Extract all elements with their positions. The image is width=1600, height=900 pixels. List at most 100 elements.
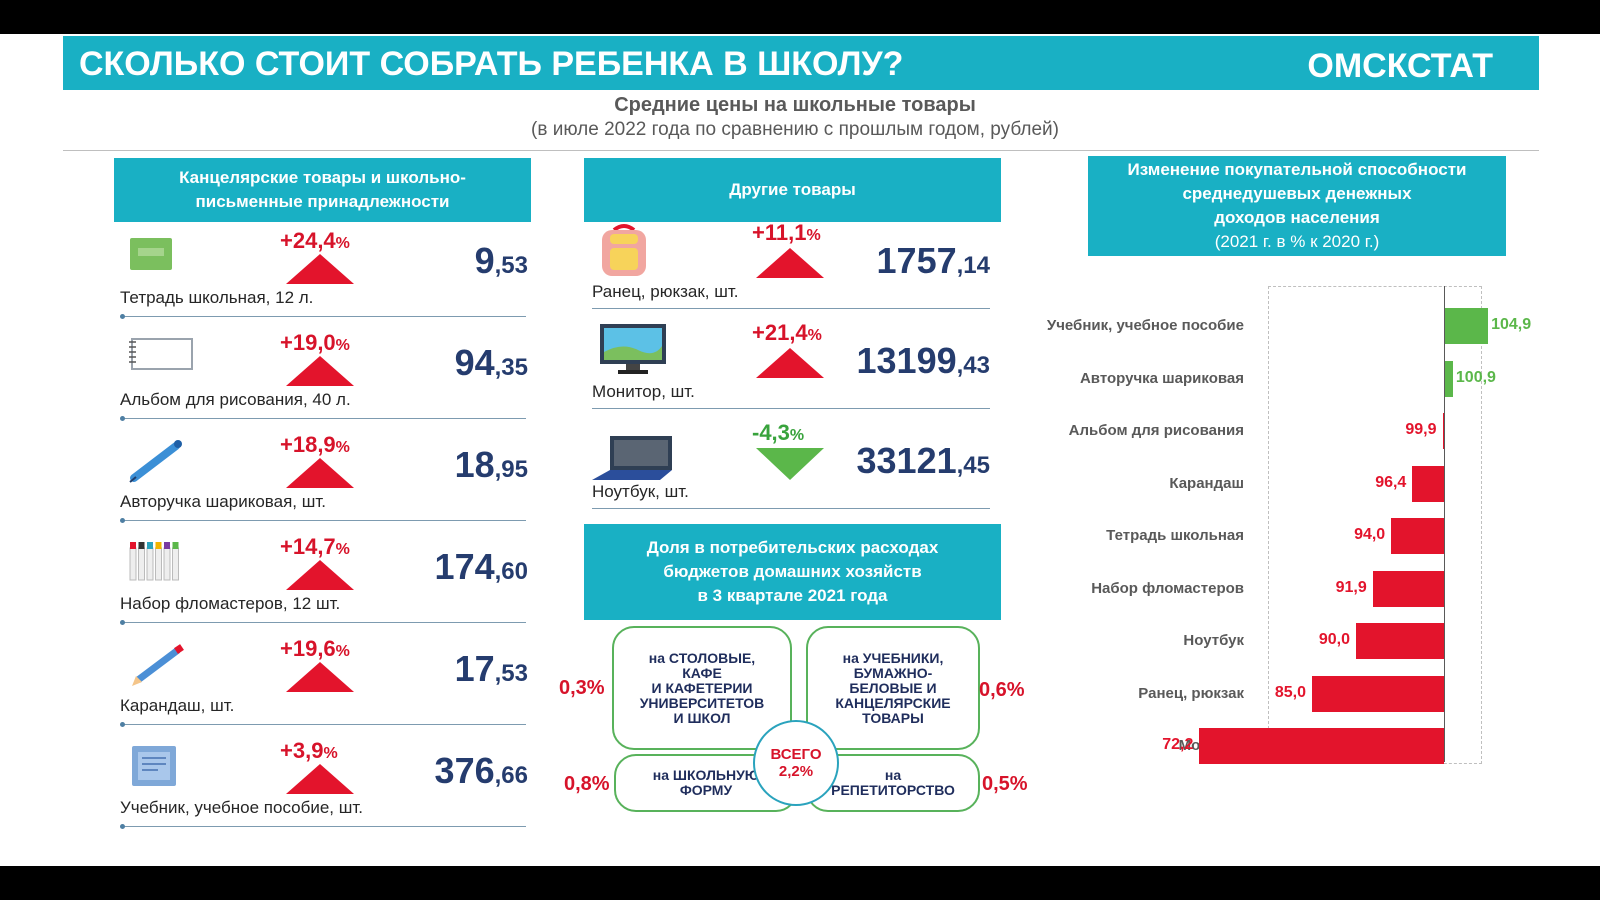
- other-item: -4,3% 33121,45 Ноутбук, шт.: [584, 420, 994, 520]
- price-change-value: +3,9: [280, 738, 324, 763]
- price-change: +11,1%: [752, 220, 821, 246]
- product-name: Монитор, шт.: [592, 382, 695, 401]
- price-change: +19,6%: [280, 636, 350, 662]
- price: 1757,14: [877, 240, 990, 282]
- percent-sign: %: [789, 427, 805, 444]
- price-int: 9: [474, 240, 495, 281]
- stationery-title-line1: Канцелярские товары и школьно-: [179, 168, 466, 187]
- price-change-value: +14,7: [280, 534, 336, 559]
- bar: [1412, 465, 1444, 502]
- markers-icon: [128, 540, 182, 587]
- bar-category-label: Карандаш: [1169, 474, 1244, 492]
- power-title-line4: (2021 г. в % к 2020 г.): [1214, 232, 1380, 251]
- increase-arrow-icon: [286, 458, 354, 488]
- row-divider: [122, 520, 526, 521]
- price-change-value: +11,1: [752, 220, 807, 245]
- stationery-item: +14,7% 174,60 Набор фломастеров, 12 шт.: [114, 532, 528, 634]
- price-int: 94: [454, 342, 495, 383]
- price-dec: ,14: [956, 252, 990, 279]
- bar: [1442, 413, 1444, 449]
- share-cafes-l5: И ШКОЛ: [673, 709, 731, 726]
- increase-arrow-icon: [286, 254, 354, 284]
- pen-icon: [128, 438, 186, 489]
- price-int: 376: [434, 750, 495, 791]
- price-change-value: +19,0: [280, 330, 336, 355]
- price: 17,53: [455, 648, 528, 690]
- price-change: +24,4%: [280, 228, 350, 254]
- backpack-icon: [598, 222, 650, 283]
- brand-name: ОМСКСТАТ: [1307, 47, 1493, 85]
- stationery-item: +3,9% 376,66 Учебник, учебное пособие, шт.: [114, 736, 528, 838]
- stationery-item: +18,9% 18,95 Авторучка шариковая, шт.: [114, 430, 528, 532]
- price-int: 1757: [876, 240, 957, 281]
- textbook-icon: [128, 744, 180, 793]
- share-total-circle: ВСЕГО 2,2%: [753, 720, 839, 806]
- row-divider: [122, 826, 526, 827]
- power-title-line2: среднедушевых денежных: [1182, 184, 1412, 203]
- baseline-axis: [1444, 286, 1445, 762]
- price-int: 174: [434, 546, 495, 587]
- row-divider-dot: [120, 620, 125, 625]
- bar: [1312, 675, 1444, 712]
- bar-value-label: 90,0: [1318, 631, 1350, 648]
- share-cafes-l2: КАФЕ: [682, 664, 722, 681]
- share-books-l2: БУМАЖНО-: [853, 664, 933, 681]
- bar-value-label: 85,0: [1274, 683, 1306, 701]
- power-title-line3: доходов населения: [1214, 208, 1380, 227]
- row-divider-dot: [120, 518, 125, 523]
- share-books-pill: на УЧЕБНИКИ, БУМАЖНО- БЕЛОВЫЕ И КАНЦЕЛЯР…: [806, 626, 980, 750]
- product-name: Набор фломастеров, 12 шт.: [120, 594, 341, 613]
- share-title-line3: в 3 квартале 2021 года: [697, 586, 888, 605]
- share-title-line1: Доля в потребительских расходах: [646, 538, 939, 557]
- row-divider-dot: [120, 314, 125, 319]
- price-dec: ,60: [494, 558, 528, 585]
- page-title: СКОЛЬКО СТОИТ СОБРАТЬ РЕБЕНКА В ШКОЛУ?: [79, 45, 904, 83]
- other-item: +11,1% 1757,14 Ранец, рюкзак, шт.: [584, 220, 994, 320]
- power-title-line1: Изменение покупательной способности: [1127, 160, 1467, 179]
- percent-sign: %: [335, 643, 350, 660]
- percent-sign: %: [807, 327, 822, 344]
- laptop-icon: [590, 434, 682, 487]
- row-divider-dot: [120, 824, 125, 829]
- monitor-icon: [598, 322, 668, 381]
- product-name: Ранец, рюкзак, шт.: [592, 282, 739, 301]
- increase-arrow-icon: [286, 764, 354, 794]
- share-books-l4: КАНЦЕЛЯРСКИЕ: [835, 694, 951, 711]
- price-change: +18,9%: [280, 432, 350, 458]
- header-banner: СКОЛЬКО СТОИТ СОБРАТЬ РЕБЕНКА В ШКОЛУ? О…: [63, 36, 1539, 90]
- increase-arrow-icon: [756, 248, 824, 278]
- product-name: Тетрадь школьная, 12 л.: [120, 288, 314, 307]
- power-header: Изменение покупательной способности сред…: [1088, 156, 1506, 256]
- share-cafes-l1: на СТОЛОВЫЕ,: [648, 649, 756, 666]
- price-int: 18: [454, 444, 495, 485]
- price-dec: ,35: [494, 354, 528, 381]
- share-title-line2: бюджетов домашних хозяйств: [663, 562, 922, 581]
- share-tutor-l2: РЕПЕТИТОРСТВО: [831, 782, 955, 798]
- increase-arrow-icon: [286, 662, 354, 692]
- other-item: +21,4% 13199,43 Монитор, шт.: [584, 320, 994, 420]
- price-change-value: +19,6: [280, 636, 336, 661]
- other-title: Другие товары: [729, 180, 856, 199]
- bar-value-label: 96,4: [1375, 473, 1407, 491]
- increase-arrow-icon: [286, 560, 354, 590]
- price: 174,60: [435, 546, 528, 588]
- price-dec: ,45: [956, 452, 990, 479]
- divider: [63, 150, 1539, 151]
- price-change: +21,4%: [752, 320, 822, 346]
- subtitle: Средние цены на школьные товары (в июле …: [400, 94, 1190, 141]
- bar-category-label: Набор фломастеров: [1091, 579, 1244, 597]
- share-tutor-l1: на: [884, 767, 902, 783]
- bar-value-label: 72,2: [1162, 736, 1194, 753]
- price: 18,95: [455, 444, 528, 486]
- percent-sign: %: [335, 541, 350, 558]
- row-divider: [592, 408, 990, 409]
- bar: [1199, 728, 1444, 764]
- price-dec: ,95: [494, 456, 528, 483]
- stationery-title-line2: письменные принадлежности: [195, 192, 450, 211]
- share-total-l1: ВСЕГО: [770, 746, 822, 763]
- row-divider-dot: [120, 722, 125, 727]
- increase-arrow-icon: [286, 356, 354, 386]
- share-cafes-l4: УНИВЕРСИТЕТОВ: [639, 694, 765, 711]
- share-header: Доля в потребительских расходах бюджетов…: [584, 524, 1001, 620]
- subtitle-main: Средние цены на школьные товары: [614, 94, 976, 116]
